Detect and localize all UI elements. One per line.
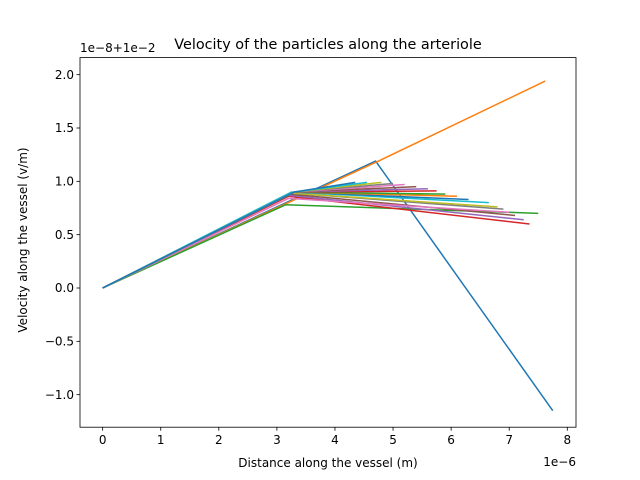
y-axis-offset-label: 1e−8+1e−2 bbox=[80, 41, 155, 55]
x-axis-offset-label: 1e−6 bbox=[543, 455, 576, 469]
x-tick-label: 4 bbox=[331, 433, 339, 447]
x-tick-label: 5 bbox=[389, 433, 397, 447]
y-tick-label: 1.5 bbox=[55, 121, 74, 135]
y-tick-label: 2.0 bbox=[55, 68, 74, 82]
series-line-21 bbox=[102, 181, 356, 289]
x-tick-label: 8 bbox=[563, 433, 571, 447]
series-line-3 bbox=[102, 204, 539, 289]
x-tick-label: 2 bbox=[215, 433, 223, 447]
y-tick-label: −0.5 bbox=[45, 335, 74, 349]
y-axis-label: Velocity along the vessel (v/m) bbox=[16, 147, 30, 332]
series-line-8 bbox=[102, 192, 504, 289]
y-axis-ticks: −1.0 −0.5 0.0 0.5 1.0 1.5 2.0 bbox=[45, 68, 80, 402]
x-tick-label: 0 bbox=[99, 433, 107, 447]
series-line-7 bbox=[102, 197, 510, 289]
y-tick-label: 1.0 bbox=[55, 175, 74, 189]
y-tick-label: 0.5 bbox=[55, 228, 74, 242]
y-tick-label: −1.0 bbox=[45, 388, 74, 402]
x-axis-label: Distance along the vessel (m) bbox=[238, 456, 417, 470]
series-lines bbox=[102, 80, 554, 412]
y-tick-label: 0.0 bbox=[55, 281, 74, 295]
x-tick-label: 3 bbox=[273, 433, 281, 447]
series-line-1 bbox=[102, 160, 554, 412]
x-tick-label: 6 bbox=[447, 433, 455, 447]
x-axis-ticks: 0 1 2 3 4 5 6 7 8 bbox=[99, 427, 571, 447]
plot-area-frame bbox=[79, 57, 577, 428]
x-tick-label: 1 bbox=[157, 433, 165, 447]
x-tick-label: 7 bbox=[505, 433, 513, 447]
chart-title: Velocity of the particles along the arte… bbox=[174, 37, 482, 53]
